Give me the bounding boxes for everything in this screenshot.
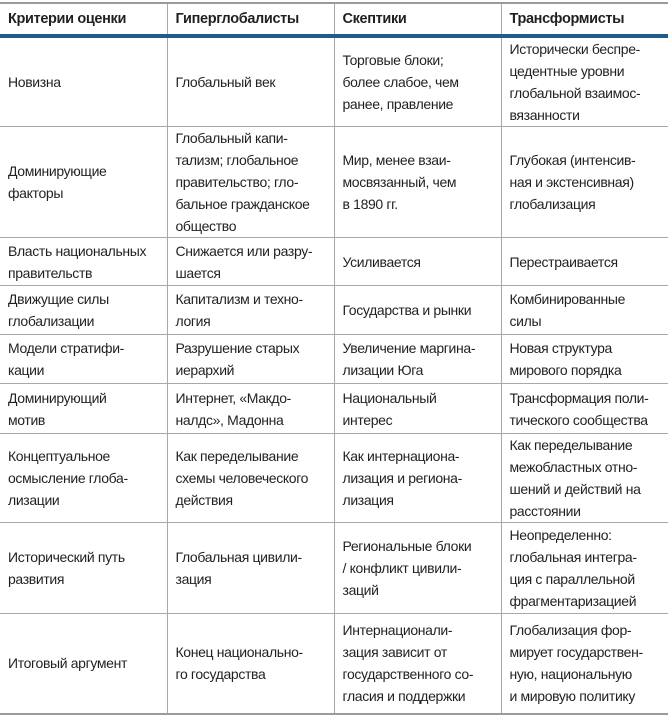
cell-skeptics: Увеличение маргина- лизации Юга <box>333 334 501 384</box>
cell-skeptics: Как интернациона- лизация и регионa- лиз… <box>333 433 501 523</box>
header-skeptics: Скептики <box>333 2 501 38</box>
cell-skeptics: Государства и рынки <box>333 285 501 335</box>
cell-criterion: Доминирующий мотив <box>0 383 167 434</box>
cell-transformists: Глубокая (интенсив- ная и экстенсивная) … <box>500 126 668 238</box>
cell-hyperglobalists: Конец национально- го государства <box>166 613 334 715</box>
cell-hyperglobalists: Капитализм и техно- логия <box>166 285 334 335</box>
table-row: Доминирующий мотив Интернет, «Макдо- налд… <box>0 383 668 434</box>
cell-hyperglobalists: Глобальный век <box>166 36 334 127</box>
cell-criterion: Итоговый аргумент <box>0 613 167 715</box>
cell-transformists: Исторически беспре- цедентные уровни гло… <box>500 36 668 127</box>
cell-hyperglobalists: Глобальный капи- тализм; глобальное прав… <box>166 126 334 238</box>
table-row: Власть национальных правительств Снижаетс… <box>0 237 668 286</box>
cell-transformists: Трансформация поли- тического сообщества <box>500 383 668 434</box>
cell-criterion: Доминирующие факторы <box>0 126 167 238</box>
cell-transformists: Перестраивается <box>500 237 668 286</box>
cell-skeptics: Региональные блоки / конфликт цивили- за… <box>333 522 501 614</box>
header-hyperglobalists: Гиперглобалисты <box>166 2 334 38</box>
table-row: Исторический путь развития Глобальная цив… <box>0 522 668 614</box>
cell-skeptics: Интернационали- зация зависит от государ… <box>333 613 501 715</box>
cell-skeptics: Мир, менее взаи- мосвязанный, чем в 1890… <box>333 126 501 238</box>
header-row: Критерии оценки Гиперглобалисты Скептики… <box>0 2 668 38</box>
cell-hyperglobalists: Интернет, «Макдо- налдс», Мадонна <box>166 383 334 434</box>
cell-criterion: Модели стратифи- кации <box>0 334 167 384</box>
cell-transformists: Глобализация фор- мирует государствен- н… <box>500 613 668 715</box>
cell-criterion: Концептуальное осмысление глоба- лизации <box>0 433 167 523</box>
header-criteria: Критерии оценки <box>0 2 167 38</box>
cell-hyperglobalists: Глобальная цивили- зация <box>166 522 334 614</box>
table-row: Новизна Глобальный век Торговые блоки; бол… <box>0 36 668 127</box>
cell-skeptics: Торговые блоки; более слабое, чем ранее,… <box>333 36 501 127</box>
cell-hyperglobalists: Разрушение старых иерархий <box>166 334 334 384</box>
cell-transformists: Неопределенно: глобальная интегра- ция с… <box>500 522 668 614</box>
header-transformists: Трансформисты <box>500 2 668 38</box>
cell-criterion: Движущие силы глобализации <box>0 285 167 335</box>
table-row: Доминирующие факторы Глобальный капи- тал… <box>0 126 668 238</box>
cell-skeptics: Усиливается <box>333 237 501 286</box>
cell-hyperglobalists: Как переделывание схемы человеческого де… <box>166 433 334 523</box>
cell-criterion: Власть национальных правительств <box>0 237 167 286</box>
table-row: Движущие силы глобализации Капитализм и т… <box>0 285 668 335</box>
cell-criterion: Новизна <box>0 36 167 127</box>
cell-criterion: Исторический путь развития <box>0 522 167 614</box>
cell-transformists: Комбинированные силы <box>500 285 668 335</box>
table-row: Модели стратифи- кации Разрушение старых … <box>0 334 668 384</box>
cell-transformists: Как переделывание межобластных отно- шен… <box>500 433 668 523</box>
cell-hyperglobalists: Снижается или разру- шается <box>166 237 334 286</box>
cell-skeptics: Национальный интерес <box>333 383 501 434</box>
cell-transformists: Новая структура мирового порядка <box>500 334 668 384</box>
table-row: Итоговый аргумент Конец национально- го г… <box>0 613 668 715</box>
table-row: Концептуальное осмысление глоба- лизации… <box>0 433 668 523</box>
